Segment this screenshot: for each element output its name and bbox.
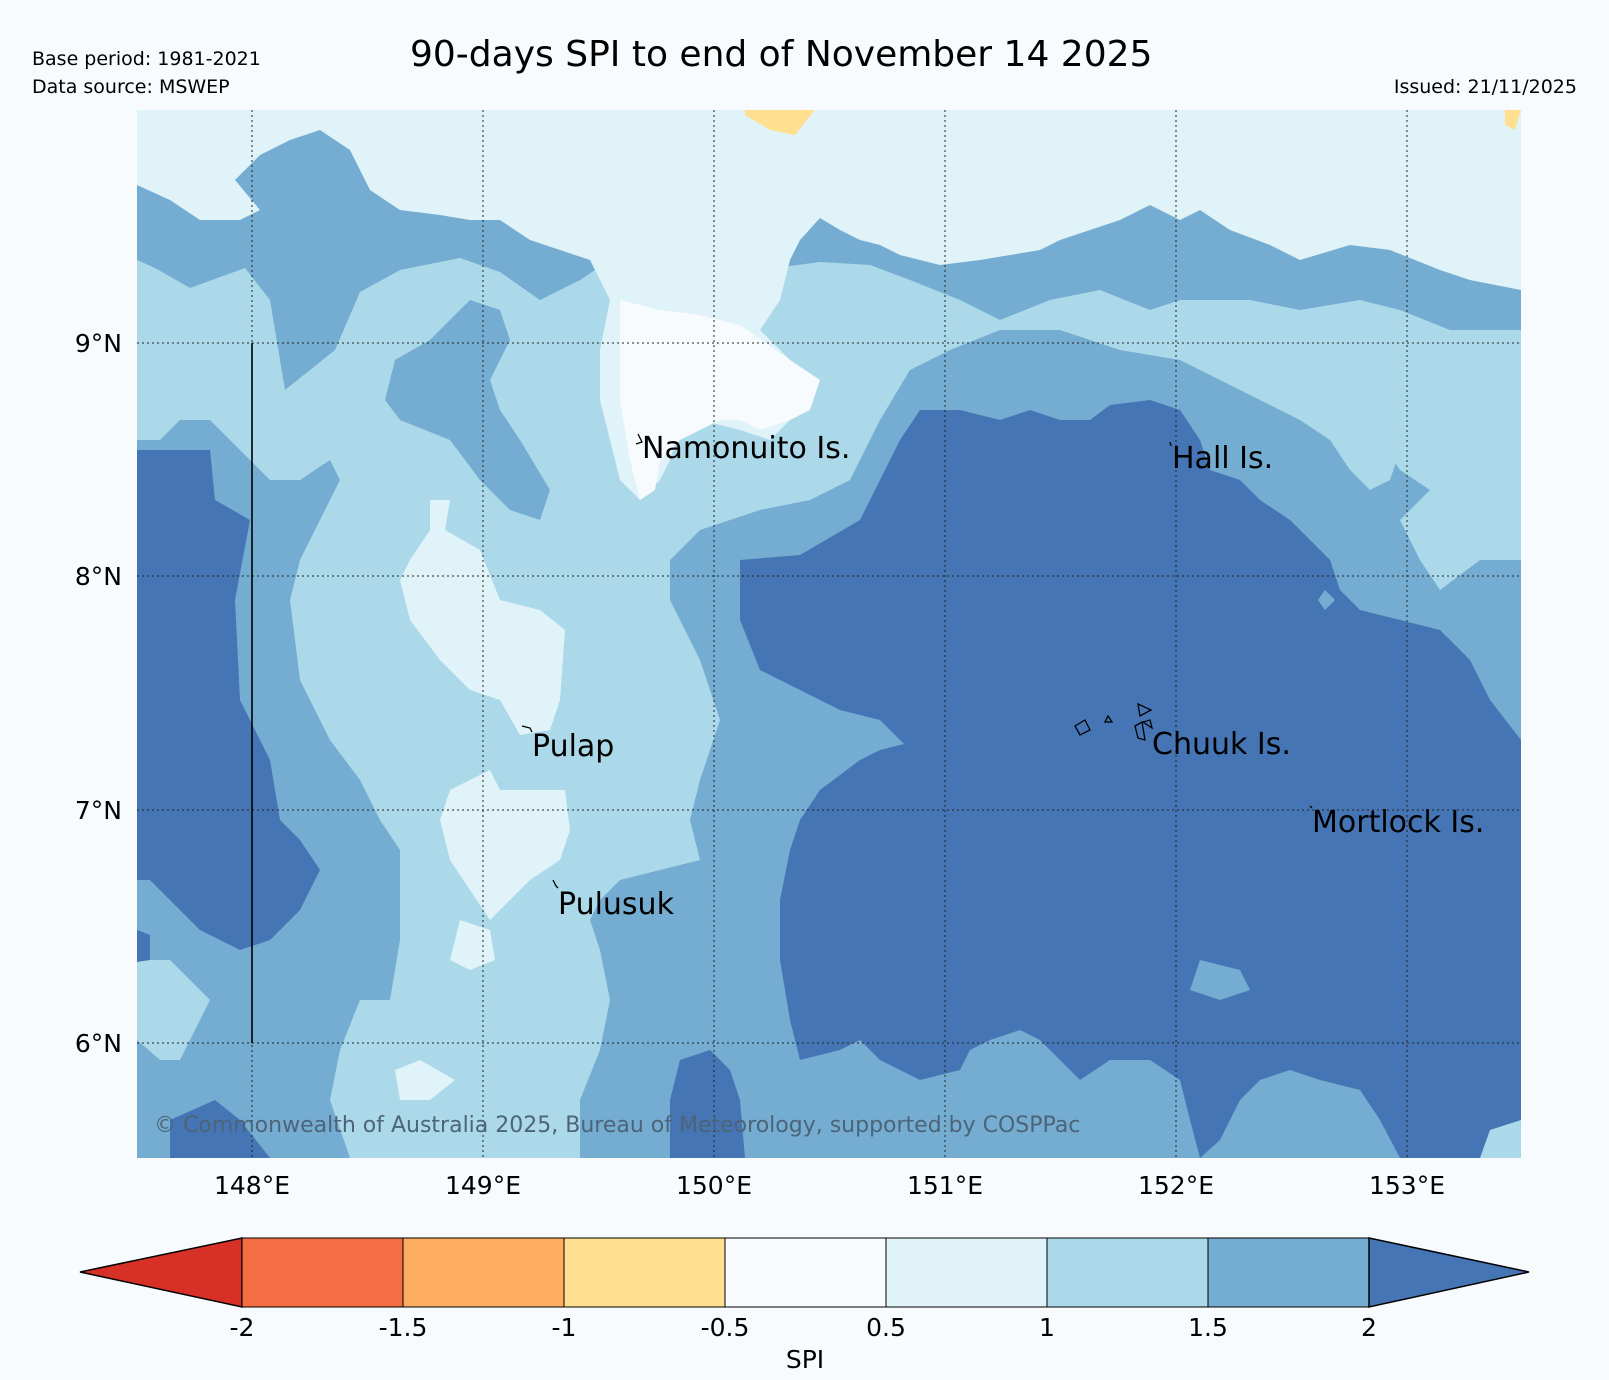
spi-band-above-2-west [137,450,320,950]
colorbar-tick: 2 [1361,1313,1377,1342]
namonuito-island-shape [635,433,643,445]
spi-band-0.5-1-patch2 [395,1060,455,1100]
spi-band-0.5-1-patch [450,920,495,970]
label-pulusuk: Pulusuk [558,887,675,922]
spi-band-0.5-1-top [137,110,1521,500]
spi-band-1-1.5-left [137,960,210,1060]
spi-band-neutral [620,300,820,500]
spi-band-1.5-2-nw [385,300,550,520]
colorbar-tick: 1 [1039,1313,1055,1342]
mortlock-island-shape [1309,805,1313,809]
lon-label-153: 153°E [1369,1171,1445,1200]
colorbar-tick: -1 [552,1313,577,1342]
spi-band-above-2-sw [170,1100,270,1158]
label-mortlock: Mortlock Is. [1312,805,1484,840]
latitude-labels: 9°N 8°N 7°N 6°N [75,329,122,1058]
spi-colorbar [79,1237,1530,1308]
lon-label-150: 150°E [676,1171,752,1200]
colorbar-tick: -0.5 [701,1313,750,1342]
spi-band-0.5-1-south [440,770,570,920]
label-namonuito: Namonuito Is. [642,431,850,466]
lon-label-151: 151°E [907,1171,983,1200]
lat-label-8: 8°N [75,562,122,591]
longitude-labels: 148°E 149°E 150°E 151°E 152°E 153°E [214,1171,1445,1200]
spi-band-above-2-south [670,1050,745,1158]
lat-label-6: 6°N [75,1029,122,1058]
colorbar-label: SPI [786,1345,824,1374]
label-pulap: Pulap [532,729,614,764]
colorbar-segment-2 [402,1237,565,1308]
spi-band-1.5-2-chuuk-south [1190,960,1250,1000]
label-chuuk: Chuuk Is. [1152,727,1291,762]
issued-date-label: Issued: 21/11/2025 [1393,76,1577,98]
colorbar-tick: 1.5 [1188,1313,1228,1342]
hall-island-shape [1169,441,1172,447]
colorbar-tick: -2 [230,1313,255,1342]
spi-band-1.5-2-small [1318,590,1335,610]
island-shapes [521,433,1313,889]
colorbar-ticks: -2 -1.5 -1 -0.5 0.5 1 1.5 2 SPI [230,1313,1377,1374]
colorbar-segment-7 [1207,1237,1370,1308]
colorbar-segment-1 [241,1237,404,1308]
pulusuk-island-shape [552,879,559,889]
spi-contour-layer [137,110,1521,1158]
base-period-label: Base period: 1981-2021 [32,48,261,70]
spi-band-dry-top-right [1505,110,1521,130]
spi-band-dry-top [745,110,815,135]
chuuk-island-shape-4 [1134,720,1146,741]
lat-label-9: 9°N [75,329,122,358]
colorbar-tick: -1.5 [379,1313,428,1342]
chuuk-island-shape-1 [1137,702,1153,718]
colorbar-extend-low [79,1237,243,1308]
colorbar-tick: 0.5 [866,1313,906,1342]
lon-label-149: 149°E [445,1171,521,1200]
spi-band-above-2-east [740,400,1521,1158]
lon-label-148: 148°E [214,1171,290,1200]
lon-label-152: 152°E [1138,1171,1214,1200]
spi-band-1-1.5-se [1480,1120,1521,1158]
colorbar-segment-5 [885,1237,1048,1308]
spi-band-above-2-west-small [137,930,150,962]
graticule [137,110,1521,1158]
chuuk-island-shape-3 [1103,714,1114,723]
pulap-island-shape [521,725,533,733]
copyright-notice: © Commonwealth of Australia 2025, Bureau… [154,1113,1080,1138]
colorbar-segment-6 [1046,1237,1209,1308]
chuuk-island-shape-5 [1141,719,1154,730]
spi-band-0.5-1-mid [400,500,565,735]
spi-band-1-1.5-east [1340,430,1400,490]
place-labels: Namonuito Is. Hall Is. Pulap Chuuk Is. M… [532,431,1484,922]
lat-label-7: 7°N [75,796,122,825]
colorbar-segment-4 [724,1237,887,1308]
chuuk-island-shape-2 [1074,719,1091,736]
map-title: 90-days SPI to end of November 14 2025 [410,34,1153,75]
colorbar-segment-3 [563,1237,726,1308]
colorbar-extend-high [1368,1237,1530,1308]
label-hall: Hall Is. [1172,441,1273,476]
data-source-label: Data source: MSWEP [32,76,230,98]
